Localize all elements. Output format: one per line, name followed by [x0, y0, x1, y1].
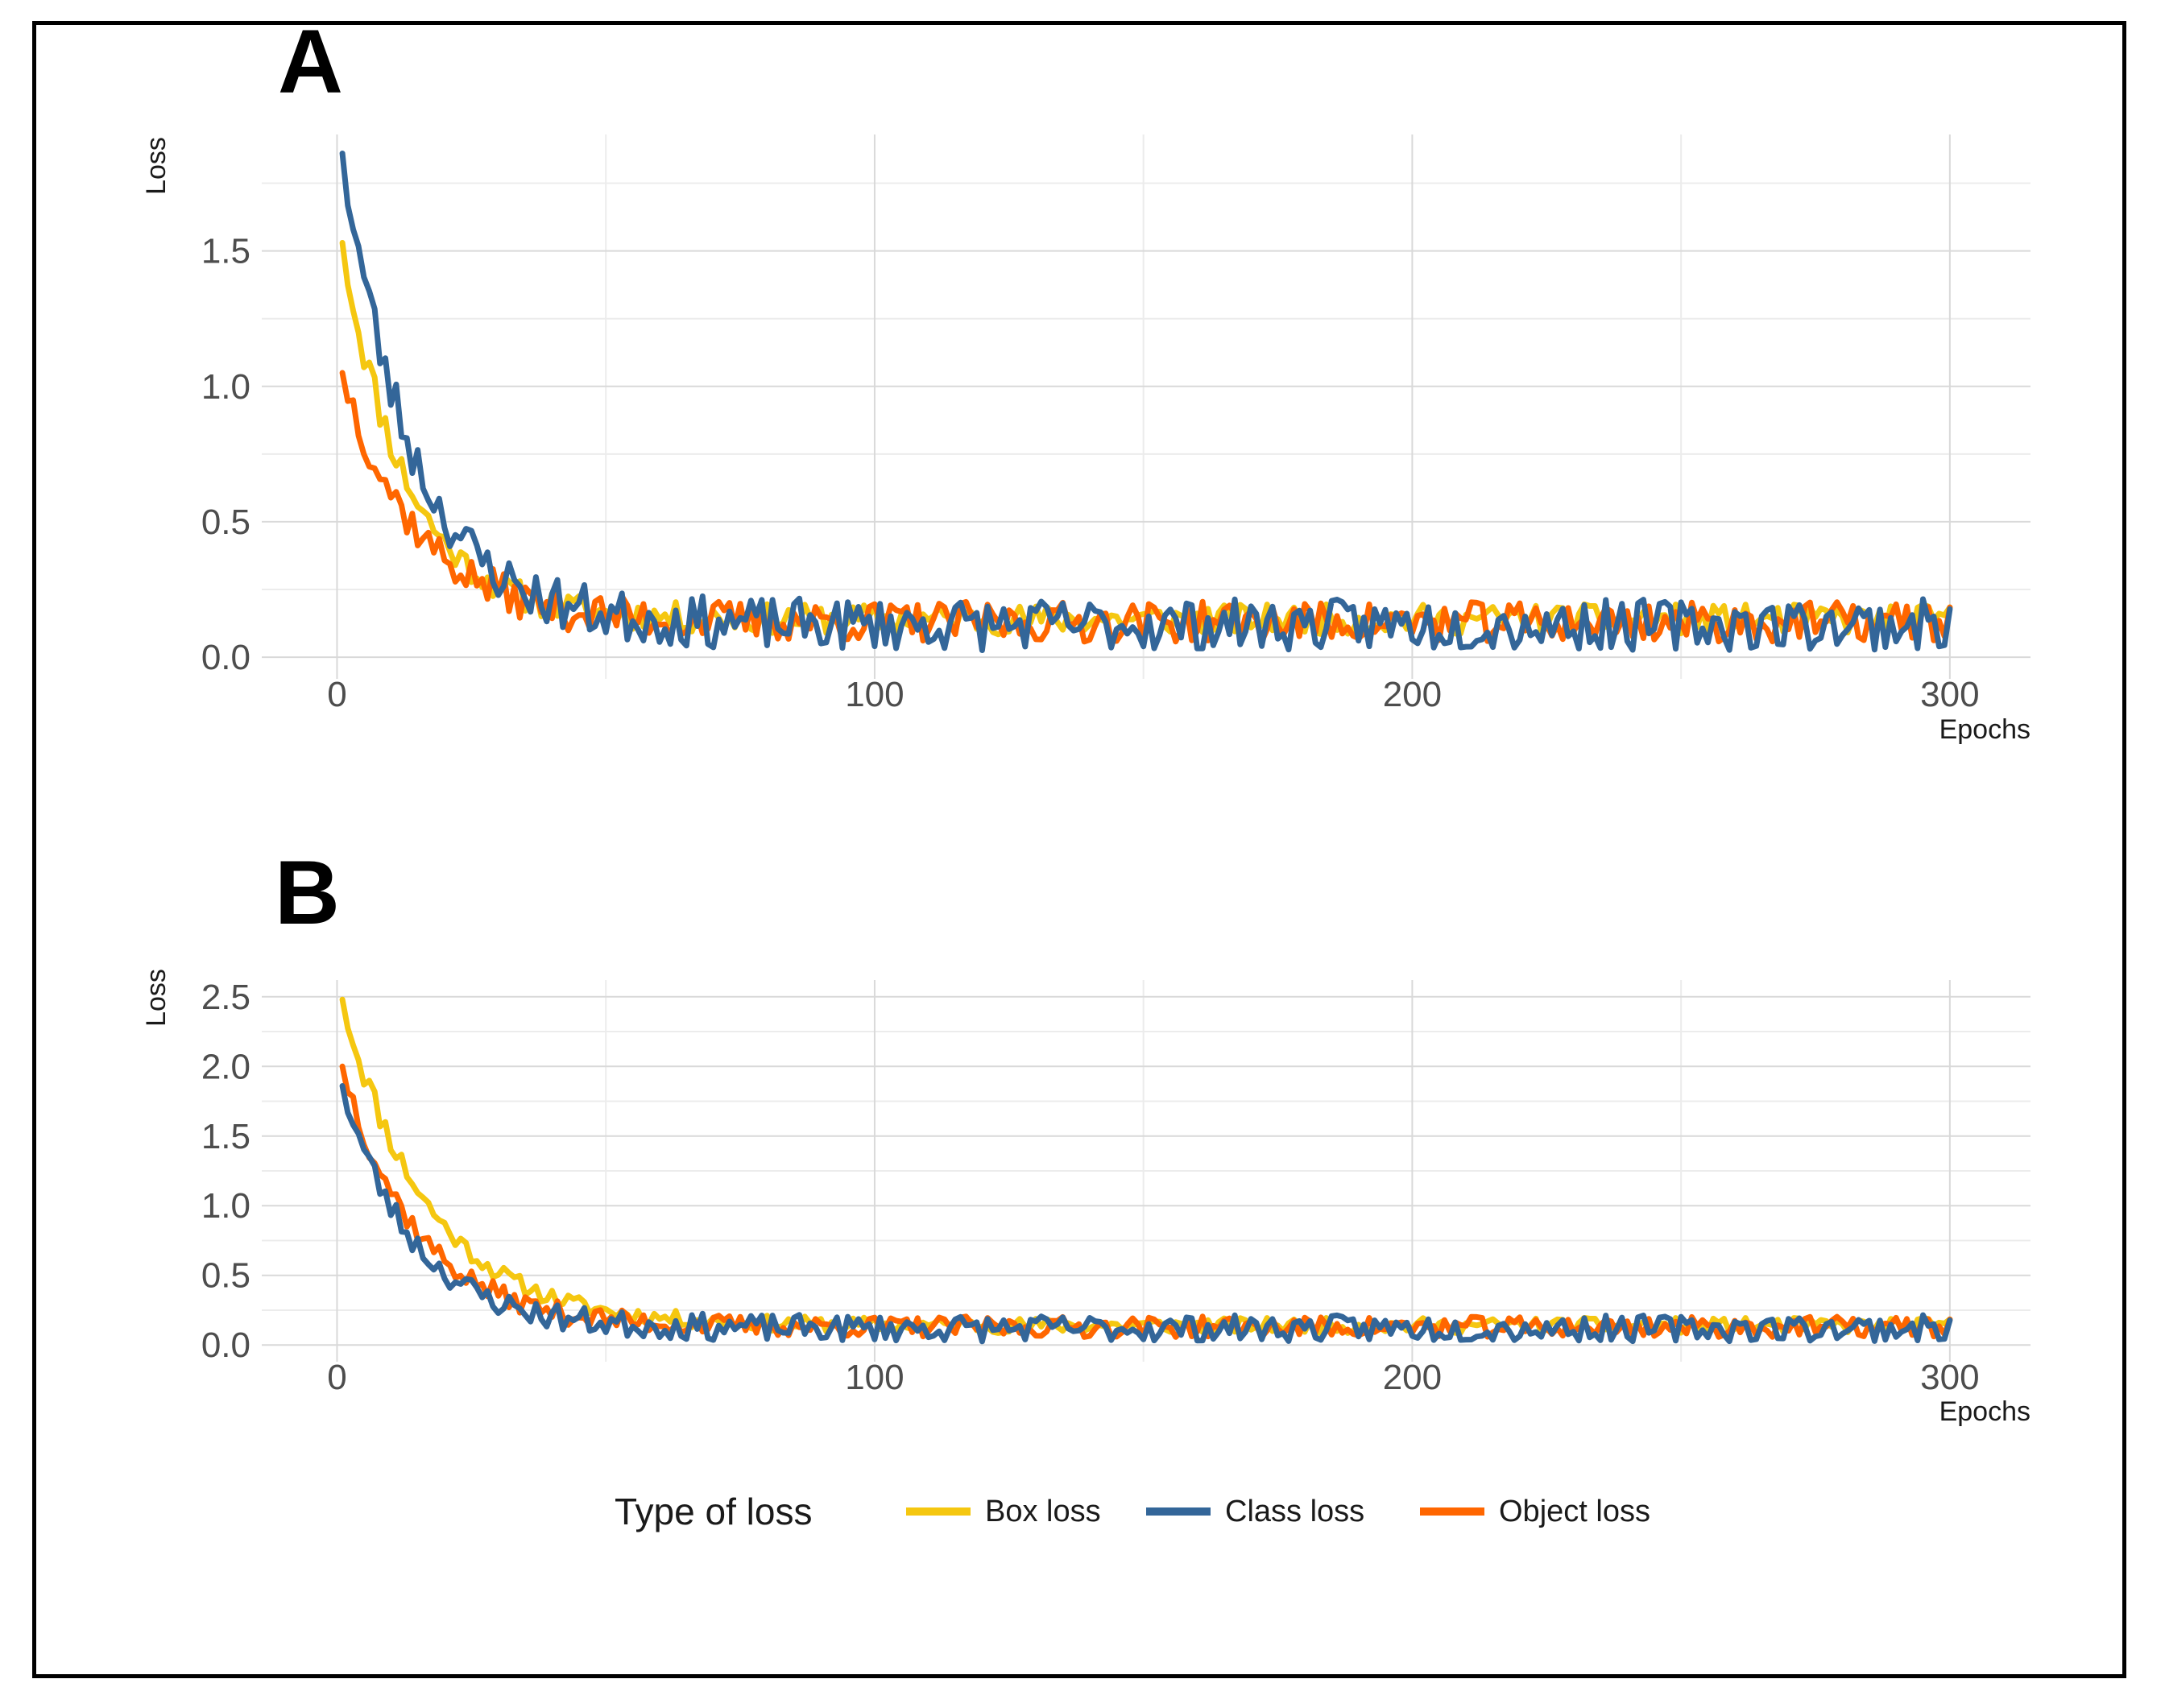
y-tick-label: 0.0 [201, 638, 250, 677]
y-tick-label: 1.5 [201, 1117, 250, 1156]
figure-frame: A Loss Epochs 0 100 200 300 0.0 0.5 1.0 1.5 B L… [32, 21, 2126, 1678]
panel-b-series-object-loss-line [339, 1063, 1953, 1340]
panel-a-y-axis-label: Loss [141, 137, 172, 195]
x-tick-label: 300 [1920, 675, 1979, 714]
x-tick-label: 0 [327, 675, 346, 714]
x-tick-label: 100 [845, 675, 904, 714]
panel-a-chart: A Loss Epochs 0 100 200 300 0.0 0.5 1.0 1.5 [141, 25, 2030, 745]
legend-label-class-loss: Class loss [1225, 1495, 1364, 1528]
x-tick-label: 100 [845, 1358, 904, 1397]
panel-a-letter: A [278, 25, 343, 112]
y-tick-label: 0.5 [201, 502, 250, 542]
panel-a-series-class-loss-line [339, 151, 1953, 653]
x-tick-label: 300 [1920, 1358, 1979, 1397]
y-tick-label: 0.5 [201, 1256, 250, 1296]
y-tick-label: 1.0 [201, 1186, 250, 1226]
panel-b-y-axis-label: Loss [141, 969, 172, 1027]
figure-svg: A Loss Epochs 0 100 200 300 0.0 0.5 1.0 1.5 B L… [141, 25, 2030, 1532]
x-tick-label: 200 [1383, 675, 1442, 714]
y-tick-label: 1.0 [201, 367, 250, 407]
y-tick-label: 0.0 [201, 1325, 250, 1365]
panel-a-gridlines [262, 134, 2030, 679]
panel-b-x-axis-label: Epochs [1939, 1396, 2030, 1427]
y-tick-label: 2.5 [201, 978, 250, 1017]
legend-title: Type of loss [615, 1491, 812, 1532]
panel-b-series-class-loss-line [339, 1083, 1953, 1345]
panel-b-chart: B Loss Epochs 0 100 200 300 0.0 0.5 1.0 1.5 2.0 2… [141, 842, 2030, 1427]
panel-b-letter: B [275, 842, 340, 943]
y-tick-label: 1.5 [201, 232, 250, 271]
x-tick-label: 0 [327, 1358, 346, 1397]
legend-label-object-loss: Object loss [1499, 1495, 1650, 1528]
y-tick-label: 2.0 [201, 1047, 250, 1086]
panel-b-gridlines [262, 980, 2030, 1362]
legend-label-box-loss: Box loss [985, 1495, 1101, 1528]
x-tick-label: 200 [1383, 1358, 1442, 1397]
panel-b-series-box-loss-line [339, 996, 1953, 1336]
legend: Type of loss Box loss Class loss Object … [615, 1491, 1650, 1532]
panel-a-x-axis-label: Epochs [1939, 714, 2030, 745]
panel-a-series-box-loss-line [339, 240, 1953, 638]
